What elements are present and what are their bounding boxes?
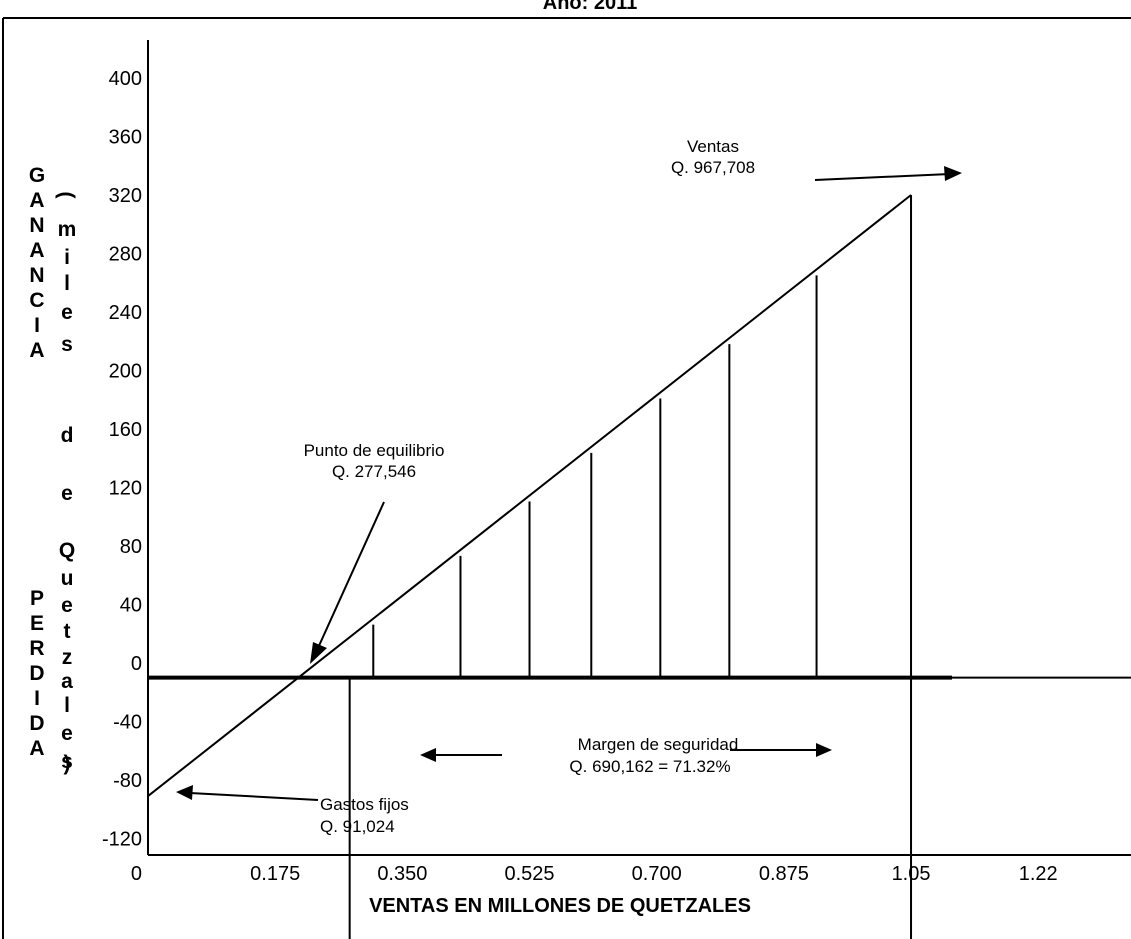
ylabel-units-letter: e <box>61 722 73 745</box>
gastos-arrowhead <box>176 785 193 800</box>
y-tick-label: -40 <box>113 712 142 734</box>
x-tick-label: 1.22 <box>1019 863 1058 885</box>
y-tick-label: 0 <box>131 653 142 675</box>
ylabel-ganancia-letter: N <box>29 264 44 287</box>
ylabel-units-letter: e <box>61 301 73 324</box>
ylabel-perdida-letter: E <box>30 612 44 635</box>
ylabel-ganancia-letter: I <box>34 314 40 337</box>
ylabel-units-letter: l <box>64 272 70 295</box>
y-tick-label: 240 <box>109 302 142 324</box>
ylabel-units-letter: e <box>61 482 73 505</box>
ylabel-perdida-letter: A <box>29 737 44 760</box>
gastos-label: Gastos fijos <box>320 795 409 814</box>
y-tick-label: 360 <box>109 127 142 149</box>
ylabel-ganancia-letter: A <box>29 339 44 362</box>
ventas-value: Q. 967,708 <box>671 158 755 177</box>
chart-frame <box>2 17 1131 939</box>
ylabel-units-letter: t <box>64 620 71 643</box>
y-tick-label: 280 <box>109 244 142 266</box>
axes <box>147 40 1131 856</box>
x-tick-label: 0.175 <box>250 863 300 885</box>
punto-label: Punto de equilibrio <box>304 441 445 460</box>
y-tick-label: 120 <box>109 478 142 500</box>
sales-line <box>147 194 912 797</box>
annotation-punto-equilibrio: Punto de equilibrio Q. 277,546 <box>304 441 445 664</box>
ventas-arrowhead <box>944 166 962 181</box>
ylabel-perdida-letter: I <box>34 687 40 710</box>
gastos-arrow <box>189 792 319 801</box>
ylabel-units-letter: m <box>58 218 77 241</box>
ylabel-units-letter: s <box>61 333 73 356</box>
y-tick-label: 40 <box>120 595 142 617</box>
x-tick-labels: 0.175 0.350 0.525 0.700 0.875 1.05 1.22 <box>250 863 1058 885</box>
punto-arrow <box>317 501 385 649</box>
y-tick-label: 320 <box>109 185 142 207</box>
ylabel-units-paren: ) <box>64 752 71 775</box>
x-tick-label: 0.875 <box>759 863 809 885</box>
ylabel-ganancia-letter: G <box>29 164 45 187</box>
ylabel-ganancia-letter: A <box>29 189 44 212</box>
x-axis-label: VENTAS EN MILLONES DE QUETZALES <box>369 895 751 917</box>
plot-area <box>147 194 1131 939</box>
margen-arrowhead-right <box>816 743 832 757</box>
annotation-margen: Margen de seguridad Q. 690,162 = 71.32% <box>420 735 832 776</box>
ylabel-units-letter: i <box>64 246 70 269</box>
ventas-arrow <box>814 173 951 181</box>
punto-arrowhead <box>310 642 327 664</box>
ylabel-units-letter: e <box>61 594 73 617</box>
x-tick-label: 0.350 <box>377 863 427 885</box>
annotation-ventas: Ventas Q. 967,708 <box>671 137 962 181</box>
ventas-label: Ventas <box>687 137 739 156</box>
ylabel-units-paren: ( <box>55 192 78 199</box>
ylabel-units-letter: u <box>61 567 74 590</box>
ylabel-perdida-letter: P <box>30 587 44 610</box>
ylabel-units-letter: d <box>61 424 74 447</box>
ylabel-perdida-letter: D <box>29 712 44 735</box>
x-tick-label: 0.525 <box>504 863 554 885</box>
ylabel-perdida-letter: D <box>29 662 44 685</box>
ylabel-perdida-letter: R <box>29 637 44 660</box>
y-tick-label: -80 <box>113 770 142 792</box>
margen-arrowhead-left <box>420 748 436 762</box>
ylabel-units-letter: a <box>61 670 73 693</box>
x-tick-label: 0.700 <box>632 863 682 885</box>
y-tick-label: 200 <box>109 361 142 383</box>
ylabel-ganancia-letter: A <box>29 239 44 262</box>
y-tick-label: 160 <box>109 419 142 441</box>
margen-value: Q. 690,162 = 71.32% <box>569 757 730 776</box>
y-tick-label: -120 <box>102 829 142 851</box>
ylabel-units-letter: l <box>64 694 70 717</box>
chart-title: Año: 2011 <box>543 0 637 14</box>
ylabel-ganancia-letter: N <box>29 214 44 237</box>
x-zero-label: 0 <box>131 863 142 885</box>
annotation-gastos-fijos: Gastos fijos Q. 91,024 <box>176 785 409 836</box>
y-tick-label: 400 <box>109 68 142 90</box>
margen-label: Margen de seguridad <box>578 735 739 754</box>
ylabel-units-letter: Q <box>59 539 75 562</box>
ylabel-units-letter: s <box>61 750 73 773</box>
y-tick-label: 80 <box>120 536 142 558</box>
gastos-value: Q. 91,024 <box>320 817 395 836</box>
punto-value: Q. 277,546 <box>332 462 416 481</box>
ylabel-units-letter: z <box>62 646 73 669</box>
ylabel-ganancia-letter: C <box>29 289 44 312</box>
